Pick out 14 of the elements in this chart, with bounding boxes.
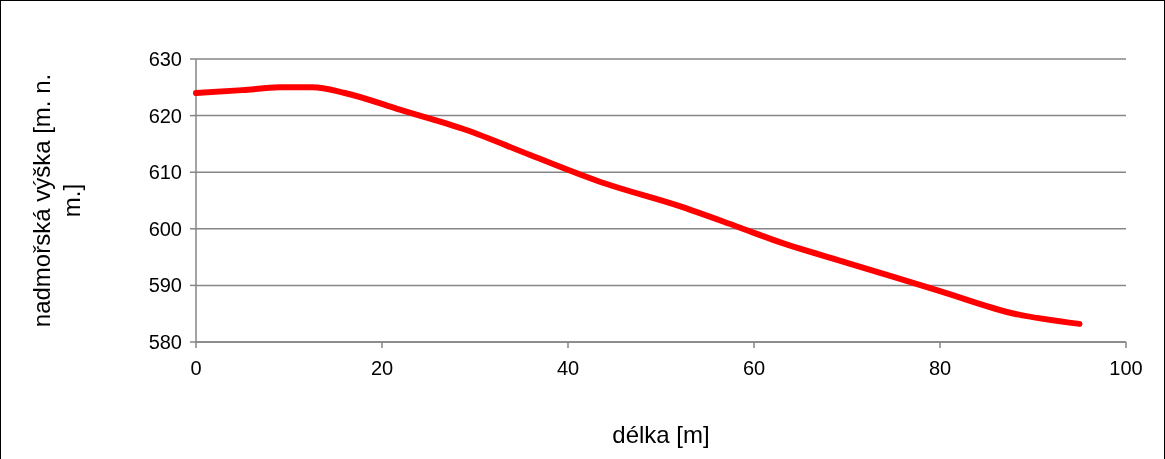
y-tick-label: 620 <box>148 104 182 127</box>
x-tick-label: 60 <box>742 357 766 379</box>
y-tick-label: 580 <box>148 331 182 353</box>
x-tick-label: 0 <box>190 357 202 379</box>
y-tick-label: 630 <box>148 48 182 70</box>
x-axis-title: délka [m] <box>612 421 710 448</box>
y-tick-label: 600 <box>148 217 182 240</box>
y-tick-label: 610 <box>148 161 182 184</box>
x-tick-label: 20 <box>370 357 394 379</box>
x-tick-label: 100 <box>1109 357 1143 379</box>
x-tick-label: 80 <box>928 357 952 379</box>
y-tick-label: 590 <box>148 274 182 297</box>
y-axis-title: nadmořská výška [m. n. m.] <box>28 73 85 328</box>
x-tick-label: 40 <box>556 357 580 379</box>
